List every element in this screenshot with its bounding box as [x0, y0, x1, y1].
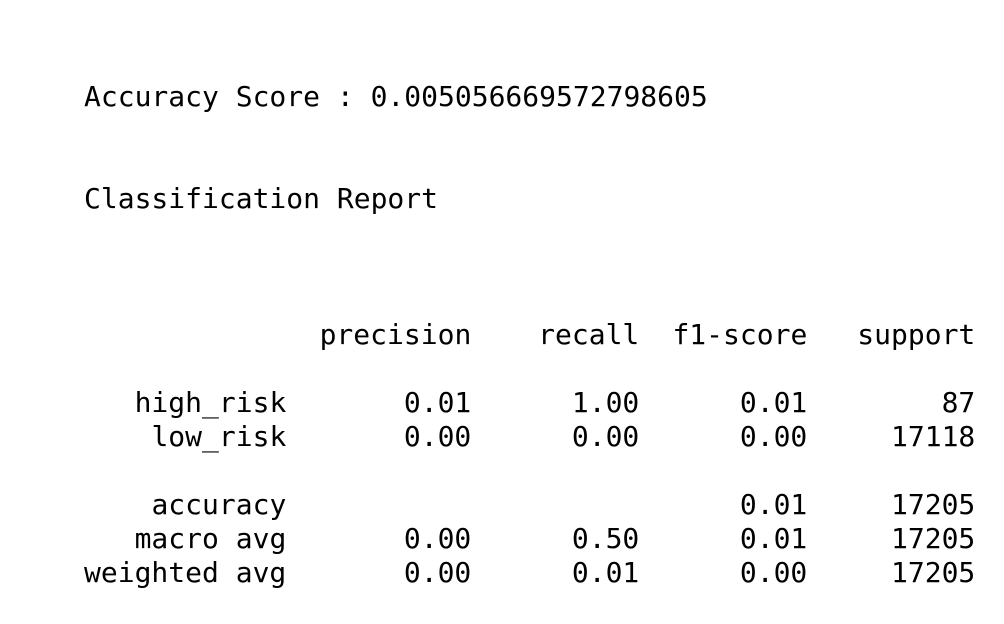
blank-row	[84, 352, 975, 386]
classification-report-table: precision recall f1-score support high_r…	[84, 318, 975, 590]
precision-value: 0.01	[403, 386, 472, 419]
table-row-accuracy: accuracy 0.01 17205	[84, 488, 975, 522]
support-value: 17205	[891, 556, 976, 589]
recall-value: 0.50	[571, 522, 640, 555]
header-support: support	[857, 318, 976, 351]
table-row-high-risk: high_risk 0.01 1.00 0.01 87	[84, 386, 976, 420]
table-row-macro-avg: macro avg 0.00 0.50 0.01 17205	[84, 522, 976, 556]
recall-value	[471, 488, 639, 522]
header-label-spacer	[84, 318, 286, 352]
precision-value	[286, 488, 471, 522]
row-label: low_risk	[151, 420, 287, 453]
row-label: macro avg	[134, 522, 287, 555]
table-row-low-risk: low_risk 0.00 0.00 0.00 17118	[84, 420, 975, 454]
row-label: high_risk	[134, 386, 287, 419]
recall-value: 1.00	[571, 386, 640, 419]
support-value: 87	[941, 386, 976, 419]
blank-row	[84, 454, 975, 488]
row-label: accuracy	[151, 488, 287, 521]
row-label: weighted avg	[84, 556, 287, 589]
f1-score-value: 0.00	[739, 556, 808, 589]
recall-value: 0.01	[571, 556, 640, 589]
report-title: Classification Report	[84, 182, 439, 215]
f1-score-value: 0.01	[739, 488, 808, 521]
support-value: 17205	[891, 488, 976, 521]
accuracy-score-line: Accuracy Score : 0.005056669572798605	[84, 80, 708, 113]
recall-value: 0.00	[571, 420, 640, 453]
header-precision: precision	[319, 318, 472, 351]
precision-value: 0.00	[403, 556, 472, 589]
f1-score-value: 0.01	[739, 386, 808, 419]
table-header-row: precision recall f1-score support	[84, 318, 976, 352]
table-row-weighted-avg: weighted avg 0.00 0.01 0.00 17205	[84, 556, 975, 590]
precision-value: 0.00	[403, 522, 472, 555]
precision-value: 0.00	[403, 420, 472, 453]
support-value: 17205	[891, 522, 976, 555]
notebook-output: Accuracy Score : 0.005056669572798605 Cl…	[84, 12, 975, 624]
support-value: 17118	[891, 420, 976, 453]
f1-score-value: 0.01	[739, 522, 808, 555]
header-recall: recall	[538, 318, 640, 351]
header-f1-score: f1-score	[672, 318, 808, 351]
f1-score-value: 0.00	[739, 420, 808, 453]
